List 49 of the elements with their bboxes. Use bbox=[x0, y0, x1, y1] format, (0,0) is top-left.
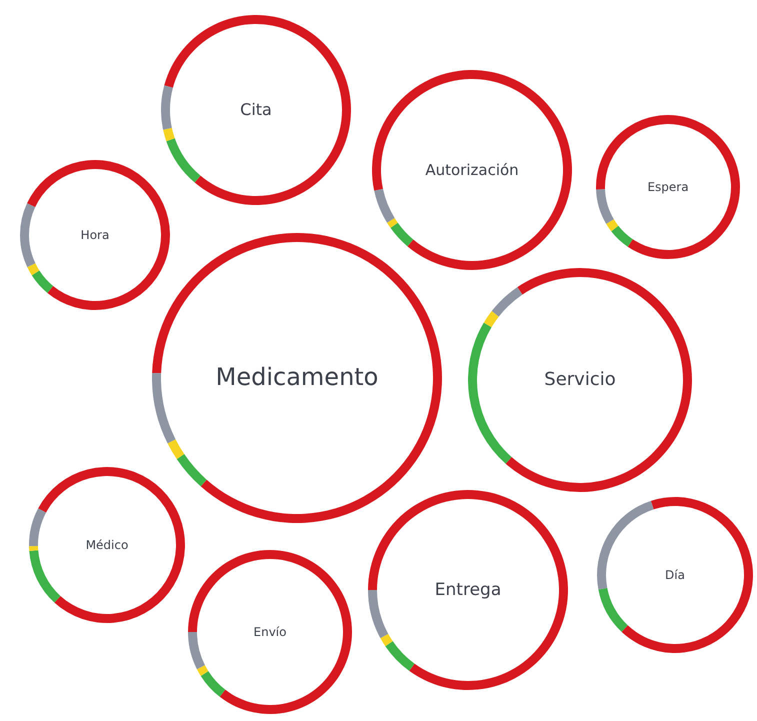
donut-slice bbox=[598, 588, 628, 632]
text: Entrega bbox=[434, 580, 502, 600]
text: Día bbox=[665, 568, 685, 582]
donut-slice bbox=[163, 128, 175, 142]
donut-slice bbox=[188, 632, 205, 670]
donut-slice bbox=[596, 189, 614, 224]
donut-slice bbox=[27, 263, 40, 276]
donut-slice bbox=[166, 138, 200, 183]
donut-slice bbox=[200, 671, 226, 697]
donut-slice bbox=[161, 85, 173, 130]
donut-slice bbox=[484, 311, 499, 328]
text: Hora bbox=[80, 228, 110, 242]
donut-slice bbox=[492, 287, 522, 317]
donut-slice bbox=[176, 454, 207, 486]
donut-slice bbox=[152, 233, 442, 523]
donut-slice bbox=[506, 268, 692, 492]
donut-slice bbox=[596, 115, 740, 259]
donut-slice bbox=[368, 490, 568, 690]
donut-slice bbox=[372, 70, 572, 270]
donut-slice bbox=[29, 546, 38, 551]
donut-slice bbox=[196, 665, 208, 676]
donut-slice bbox=[622, 497, 753, 653]
donut-slice bbox=[597, 500, 654, 590]
donut-slice bbox=[38, 467, 185, 623]
donut-slice bbox=[152, 372, 176, 444]
donut-slice bbox=[32, 270, 54, 293]
text: Servicio bbox=[544, 369, 616, 390]
donut-slice bbox=[27, 160, 170, 310]
donut-slice bbox=[606, 219, 618, 232]
text: Medicamento bbox=[216, 363, 378, 391]
donut-slice bbox=[20, 203, 36, 268]
donut-slice bbox=[168, 439, 184, 460]
text: Autorización bbox=[425, 161, 519, 179]
donut-slice bbox=[374, 188, 395, 223]
text: Cita bbox=[240, 100, 272, 119]
donut-slice bbox=[390, 222, 414, 246]
donut-slice bbox=[380, 634, 393, 646]
donut-slice bbox=[188, 550, 352, 714]
donut-slice bbox=[29, 508, 46, 546]
donut-slice bbox=[468, 322, 512, 464]
donut-slice bbox=[164, 15, 351, 205]
donut-slice bbox=[387, 218, 398, 228]
donut-slice bbox=[368, 590, 388, 638]
donut-slice bbox=[611, 226, 633, 247]
text: Médico bbox=[86, 538, 128, 552]
donut-slice bbox=[29, 550, 60, 603]
text: Espera bbox=[647, 180, 689, 194]
text: Envío bbox=[254, 625, 286, 639]
donut-slice bbox=[385, 641, 415, 671]
